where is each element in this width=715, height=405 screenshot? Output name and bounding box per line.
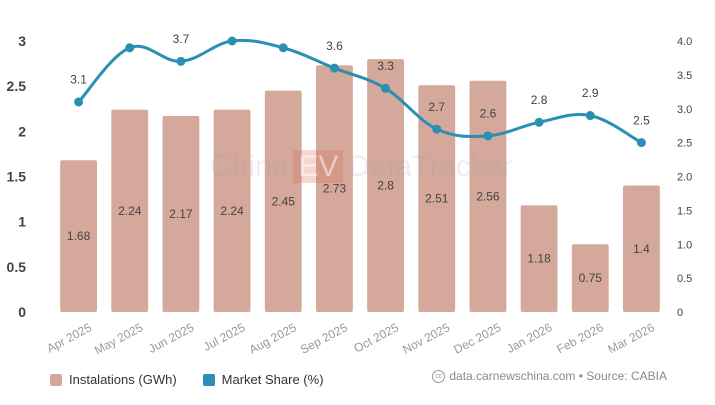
bar — [264, 90, 302, 312]
x-tick-label: Sep 2025 — [298, 320, 350, 357]
y-left-tick-label: 3 — [18, 33, 26, 49]
bar-data-label: 1.68 — [67, 229, 91, 243]
line-data-label: 2.9 — [582, 86, 599, 100]
y-left-tick-label: 2 — [18, 123, 26, 139]
y-right-tick-label: 3.5 — [677, 70, 692, 82]
bar — [571, 244, 609, 312]
legend-swatch-line — [202, 373, 215, 386]
y-left-tick-label: 0 — [18, 304, 26, 320]
market-share-point — [534, 117, 544, 127]
legend: Instalations (GWh) Market Share (%) — [50, 372, 324, 387]
bar-data-label: 2.45 — [272, 194, 296, 208]
x-tick-label: Feb 2026 — [554, 320, 606, 356]
bar — [418, 85, 456, 312]
y-right-tick-label: 3.0 — [677, 104, 692, 116]
bar — [315, 65, 353, 312]
x-tick-label: Mar 2026 — [605, 320, 657, 356]
bar-data-label: 2.24 — [118, 204, 142, 218]
bar-data-label: 2.73 — [323, 182, 347, 196]
y-right-tick-label: 4.0 — [677, 36, 692, 48]
line-data-label: 3.6 — [326, 39, 343, 53]
bar-data-label: 2.24 — [220, 204, 244, 218]
y-left-tick-label: 1 — [18, 214, 26, 230]
bar — [622, 185, 660, 312]
y-right-tick-label: 2.0 — [677, 172, 692, 184]
x-tick-label: Jun 2025 — [146, 320, 196, 356]
market-share-point — [278, 43, 288, 53]
bar-data-label: 2.56 — [476, 189, 500, 203]
bar — [367, 59, 405, 312]
market-share-point — [585, 111, 595, 121]
legend-swatch-bars — [50, 373, 62, 386]
y-left-tick-label: 2.5 — [7, 78, 27, 94]
market-share-point — [636, 138, 646, 148]
line-data-label: 2.7 — [428, 100, 445, 114]
legend-label-market-share: Market Share (%) — [221, 372, 324, 387]
bar-data-label: 2.8 — [377, 179, 394, 193]
market-share-point — [74, 97, 84, 107]
bar-data-label: 1.18 — [527, 252, 551, 266]
y-right-tick-label: 1.5 — [677, 205, 692, 217]
x-tick-label: Apr 2025 — [44, 320, 94, 355]
bar — [213, 109, 251, 312]
line-data-label: 3.3 — [377, 59, 394, 73]
x-tick-label: Nov 2025 — [400, 320, 452, 357]
y-left-tick-label: 1.5 — [7, 169, 27, 185]
line-data-label: 3.1 — [70, 73, 87, 87]
market-share-point — [483, 131, 493, 141]
market-share-point — [227, 36, 237, 46]
line-data-label: 2.8 — [531, 93, 548, 107]
bar — [60, 160, 98, 312]
market-share-point — [329, 63, 339, 73]
x-tick-label: Jan 2026 — [504, 320, 554, 356]
x-tick-label: Oct 2025 — [351, 320, 401, 355]
chart-canvas: 0 0.5 1 1.5 2 2.5 3 0 0.5 1.0 1.5 2.0 2.5 3.0 3.5 4.0 1.… — [7, 32, 693, 357]
y-right-tick-label: 0.5 — [677, 273, 692, 285]
x-tick-label: May 2025 — [92, 320, 145, 357]
market-share-point — [176, 56, 186, 66]
line-data-label: 2.5 — [633, 113, 650, 127]
source-credit: cc data.carnewschina.com • Source: CABIA — [432, 369, 667, 383]
x-tick-label: Aug 2025 — [247, 320, 299, 357]
line-data-label: 2.6 — [480, 107, 497, 121]
legend-label-installations: Instalations (GWh) — [69, 372, 177, 387]
cc-icon: cc — [432, 369, 446, 383]
market-share-point — [125, 43, 135, 53]
bar — [469, 80, 507, 312]
line-data-label: 3.7 — [173, 32, 190, 46]
y-right-tick-label: 0 — [677, 307, 683, 319]
market-share-point — [432, 124, 442, 134]
bar — [111, 109, 149, 312]
market-share-point — [381, 83, 391, 93]
y-right-tick-label: 2.5 — [677, 138, 692, 150]
source-text: data.carnewschina.com • Source: CABIA — [449, 369, 667, 383]
y-left-tick-label: 0.5 — [7, 259, 27, 275]
legend-item-installations[interactable]: Instalations (GWh) — [50, 372, 177, 387]
bar — [520, 205, 558, 312]
legend-item-market-share[interactable]: Market Share (%) — [202, 372, 324, 387]
bar-data-label: 1.4 — [633, 242, 650, 256]
bar-data-label: 0.75 — [579, 271, 603, 285]
bar-data-label: 2.17 — [169, 207, 193, 221]
x-tick-label: Jul 2025 — [201, 320, 248, 354]
x-tick-label: Dec 2025 — [451, 320, 503, 357]
y-right-tick-label: 1.0 — [677, 239, 692, 251]
bar-data-label: 2.51 — [425, 192, 449, 206]
bar — [162, 115, 200, 312]
